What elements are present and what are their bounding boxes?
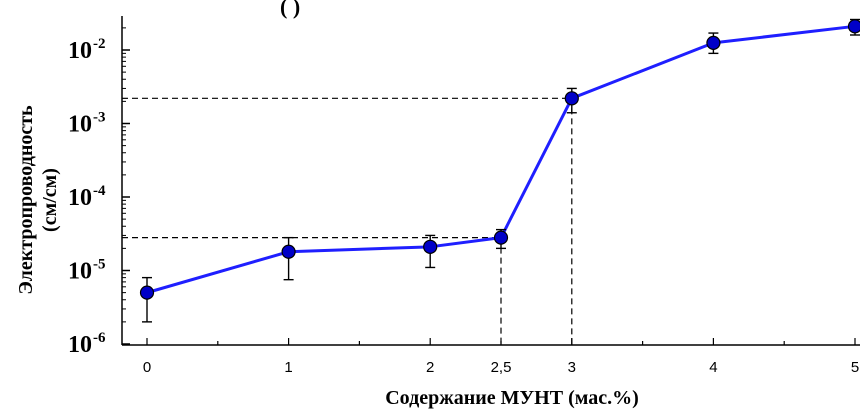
y-tick-label-base: 10 [68,332,92,358]
data-point [281,244,296,259]
x-tick-label: 4 [709,359,717,376]
data-point [564,91,579,106]
y-tick-labels: 10-610-510-410-310-2 [68,36,106,358]
x-tick-label: 1 [284,359,292,376]
x-axis-title: Содержание МУНТ (мас.%) [385,387,639,409]
y-tick-label-exponent: -5 [93,257,106,273]
data-point [423,239,438,254]
top-cut-text: ( ) [280,0,300,19]
x-tick-label: 2,5 [491,359,512,376]
y-tick-label-base: 10 [68,38,92,64]
x-tick-labels: 0 1 2 2,5 3 4 5 [143,359,859,376]
series-layer [139,18,860,323]
y-tick-label-base: 10 [68,185,92,211]
x-tick-label: 5 [851,359,859,376]
y-tick-label-base: 10 [68,259,92,285]
y-axis-title-line2: (см/см) [39,168,61,232]
x-tick-label: 3 [568,359,576,376]
reference-lines [122,97,573,345]
data-point [706,35,721,50]
data-point [493,230,509,245]
x-tick-label: 0 [143,359,151,376]
y-tick-label-exponent: -4 [93,183,106,199]
y-tick-label-base: 10 [68,112,92,138]
x-tick-label: 2 [426,359,434,376]
axes [121,16,860,346]
y-tick-label-exponent: -2 [93,36,106,52]
y-axis-title-group: Электропроводность (см/см) [15,105,61,295]
y-axis-title-line1: Электропроводность [15,105,37,295]
y-tick-label-exponent: -3 [93,110,106,126]
data-point [139,285,155,300]
data-point [847,19,860,34]
y-tick-label-exponent: -6 [93,330,106,346]
